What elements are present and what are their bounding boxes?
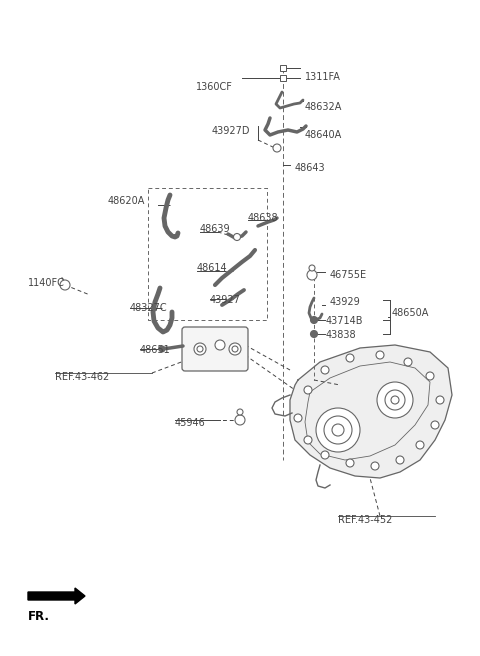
Circle shape (159, 346, 165, 352)
Circle shape (304, 386, 312, 394)
Circle shape (294, 414, 302, 422)
Text: 1140FC: 1140FC (28, 278, 65, 288)
Text: REF.43-452: REF.43-452 (338, 515, 392, 525)
FancyBboxPatch shape (182, 327, 248, 371)
Circle shape (194, 343, 206, 355)
Text: 48640A: 48640A (305, 130, 342, 140)
Circle shape (426, 372, 434, 380)
Text: 46755E: 46755E (330, 270, 367, 280)
Text: 48638: 48638 (248, 213, 278, 223)
Text: 1311FA: 1311FA (305, 72, 341, 82)
Circle shape (324, 416, 352, 444)
Circle shape (311, 331, 317, 337)
Text: 43714B: 43714B (326, 316, 363, 326)
Polygon shape (28, 588, 85, 604)
Circle shape (396, 456, 404, 464)
Text: 48650A: 48650A (392, 308, 430, 318)
Circle shape (321, 366, 329, 374)
Bar (280, 75, 286, 81)
Circle shape (346, 354, 354, 362)
Text: 43838: 43838 (326, 330, 357, 340)
Circle shape (233, 234, 240, 241)
Circle shape (371, 462, 379, 470)
Circle shape (416, 441, 424, 449)
Text: 48651: 48651 (140, 345, 171, 355)
Text: 45946: 45946 (175, 418, 206, 428)
Text: 43927D: 43927D (212, 126, 251, 136)
Circle shape (304, 436, 312, 444)
Circle shape (309, 265, 315, 271)
Circle shape (391, 396, 399, 404)
Circle shape (332, 424, 344, 436)
Circle shape (404, 358, 412, 366)
Circle shape (273, 144, 281, 152)
Circle shape (436, 396, 444, 404)
Text: 43929: 43929 (330, 297, 361, 307)
Circle shape (346, 459, 354, 467)
Text: 43927: 43927 (210, 295, 241, 305)
Bar (280, 65, 286, 71)
Circle shape (237, 409, 243, 415)
Circle shape (316, 408, 360, 452)
Circle shape (232, 346, 238, 352)
Circle shape (385, 390, 405, 410)
Circle shape (60, 280, 70, 290)
Text: 1360CF: 1360CF (196, 82, 233, 92)
Text: 48614: 48614 (197, 263, 228, 273)
Circle shape (235, 415, 245, 425)
Circle shape (321, 451, 329, 459)
Circle shape (377, 382, 413, 418)
Circle shape (307, 270, 317, 280)
Polygon shape (290, 345, 452, 478)
Text: 48639: 48639 (200, 224, 230, 234)
Circle shape (197, 346, 203, 352)
Text: 48620A: 48620A (108, 196, 145, 206)
Circle shape (311, 316, 317, 323)
Circle shape (376, 351, 384, 359)
Text: 48632A: 48632A (305, 102, 342, 112)
Text: 48643: 48643 (295, 163, 325, 173)
Text: FR.: FR. (28, 610, 50, 623)
Text: REF.43-462: REF.43-462 (55, 372, 109, 382)
Circle shape (431, 421, 439, 429)
Text: 48327C: 48327C (130, 303, 168, 313)
Circle shape (215, 340, 225, 350)
Circle shape (229, 343, 241, 355)
